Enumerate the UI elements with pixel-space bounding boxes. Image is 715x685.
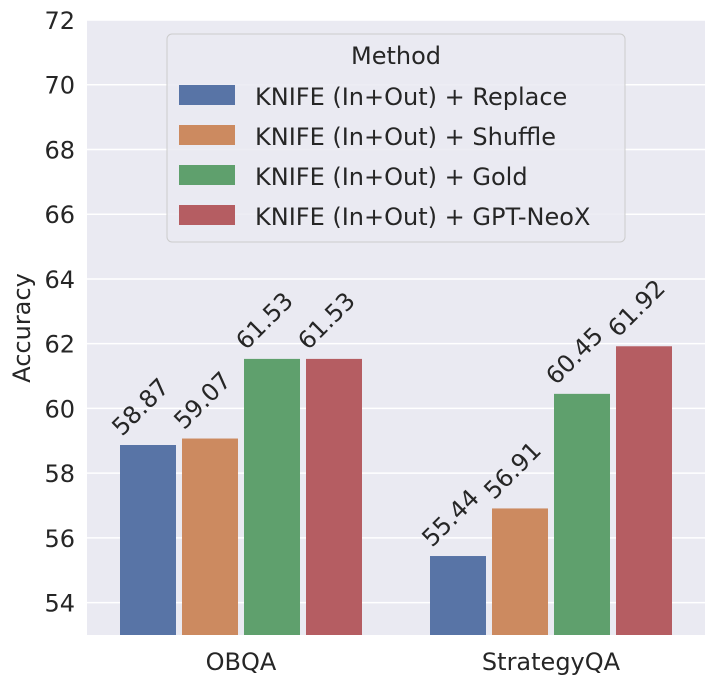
- y-tick-label: 72: [44, 7, 75, 35]
- y-axis-ticks: 54 56 58 60 62 64 66 68 70 72: [44, 7, 75, 618]
- y-axis-title: Accuracy: [8, 273, 36, 383]
- bar: [120, 444, 176, 635]
- bar: [492, 508, 548, 635]
- legend-swatch: [179, 85, 235, 105]
- legend-label: KNIFE (In+Out) + GPT-NeoX: [255, 203, 590, 231]
- y-tick-label: 68: [44, 136, 75, 164]
- y-tick-label: 64: [44, 266, 75, 294]
- legend-title: Method: [351, 42, 441, 70]
- bars: [120, 346, 672, 635]
- legend-swatch: [179, 165, 235, 185]
- legend-label: KNIFE (In+Out) + Shuffle: [255, 123, 556, 151]
- legend-swatch: [179, 125, 235, 145]
- bar: [616, 346, 672, 635]
- y-tick-label: 60: [44, 395, 75, 423]
- y-tick-label: 62: [44, 331, 75, 359]
- bar: [244, 358, 300, 635]
- y-tick-label: 70: [44, 72, 75, 100]
- y-tick-label: 66: [44, 201, 75, 229]
- bar: [554, 393, 610, 635]
- x-tick-label: OBQA: [206, 648, 277, 676]
- legend-swatch: [179, 205, 235, 225]
- y-tick-label: 54: [44, 590, 75, 618]
- legend-label: KNIFE (In+Out) + Replace: [255, 83, 567, 111]
- legend-label: KNIFE (In+Out) + Gold: [255, 163, 528, 191]
- y-tick-label: 56: [44, 525, 75, 553]
- bar: [306, 358, 362, 635]
- legend-box: [166, 33, 626, 243]
- x-tick-label: StrategyQA: [482, 648, 621, 676]
- bar: [182, 438, 238, 635]
- y-tick-label: 58: [44, 460, 75, 488]
- legend-items: KNIFE (In+Out) + Replace KNIFE (In+Out) +…: [179, 83, 590, 231]
- bar: [430, 556, 486, 635]
- x-axis-ticks: OBQA StrategyQA: [206, 648, 621, 676]
